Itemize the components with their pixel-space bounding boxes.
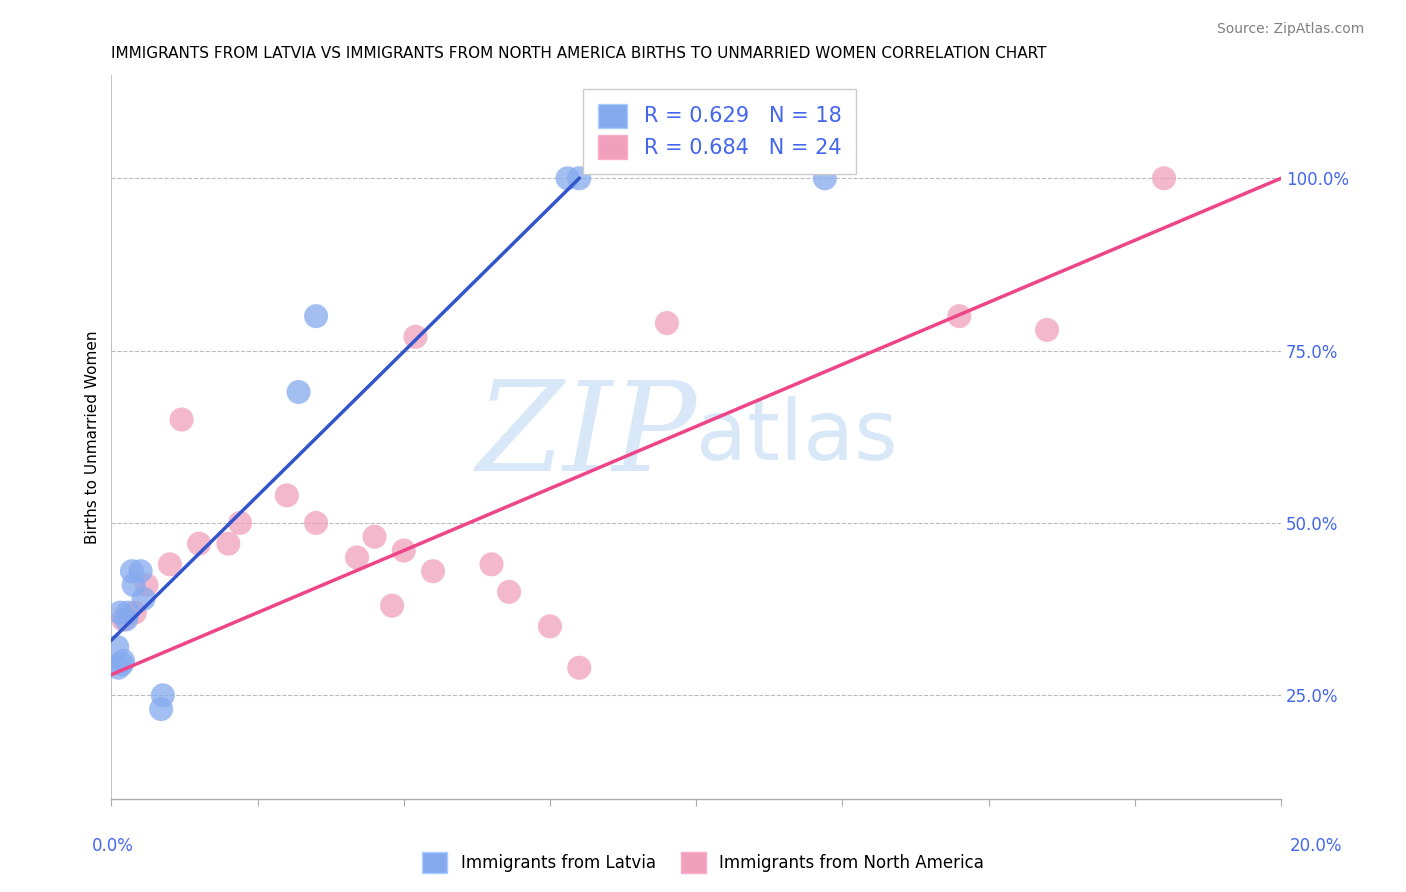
Point bbox=[948, 309, 970, 323]
Text: ZIP: ZIP bbox=[475, 376, 696, 498]
Point bbox=[287, 384, 309, 399]
Legend: R = 0.629   N = 18, R = 0.684   N = 24: R = 0.629 N = 18, R = 0.684 N = 24 bbox=[583, 89, 856, 174]
Point bbox=[305, 516, 328, 530]
Point bbox=[814, 171, 837, 186]
Point bbox=[135, 578, 157, 592]
Point bbox=[305, 309, 328, 323]
Point bbox=[112, 654, 135, 668]
Point bbox=[111, 657, 134, 672]
Point bbox=[405, 330, 427, 344]
Text: IMMIGRANTS FROM LATVIA VS IMMIGRANTS FROM NORTH AMERICA BIRTHS TO UNMARRIED WOME: IMMIGRANTS FROM LATVIA VS IMMIGRANTS FRO… bbox=[111, 46, 1047, 62]
Point bbox=[107, 661, 129, 675]
Point bbox=[346, 550, 368, 565]
Point bbox=[112, 612, 135, 626]
Point bbox=[1153, 171, 1175, 186]
Point bbox=[152, 688, 174, 702]
Text: 20.0%: 20.0% bbox=[1291, 837, 1343, 855]
Point bbox=[276, 488, 298, 502]
Point bbox=[129, 564, 152, 578]
Point bbox=[108, 606, 131, 620]
Text: atlas: atlas bbox=[696, 396, 898, 477]
Point bbox=[188, 536, 211, 550]
Point bbox=[381, 599, 404, 613]
Point bbox=[568, 661, 591, 675]
Y-axis label: Births to Unmarried Women: Births to Unmarried Women bbox=[86, 330, 100, 543]
Point bbox=[392, 543, 415, 558]
Point bbox=[124, 606, 146, 620]
Point bbox=[538, 619, 561, 633]
Point bbox=[132, 591, 155, 606]
Point bbox=[422, 564, 444, 578]
Point bbox=[105, 640, 128, 654]
Point bbox=[1036, 323, 1059, 337]
Point bbox=[115, 612, 138, 626]
Point bbox=[217, 536, 239, 550]
Point bbox=[655, 316, 678, 330]
Point bbox=[150, 702, 173, 716]
Point bbox=[117, 606, 139, 620]
Point bbox=[159, 558, 181, 572]
Text: 0.0%: 0.0% bbox=[91, 837, 134, 855]
Point bbox=[121, 564, 143, 578]
Text: Source: ZipAtlas.com: Source: ZipAtlas.com bbox=[1216, 22, 1364, 37]
Point bbox=[568, 171, 591, 186]
Point bbox=[363, 530, 385, 544]
Point bbox=[229, 516, 252, 530]
Point bbox=[498, 585, 520, 599]
Point bbox=[557, 171, 579, 186]
Point bbox=[170, 412, 193, 426]
Point bbox=[122, 578, 145, 592]
Point bbox=[481, 558, 503, 572]
Legend: Immigrants from Latvia, Immigrants from North America: Immigrants from Latvia, Immigrants from … bbox=[416, 846, 990, 880]
